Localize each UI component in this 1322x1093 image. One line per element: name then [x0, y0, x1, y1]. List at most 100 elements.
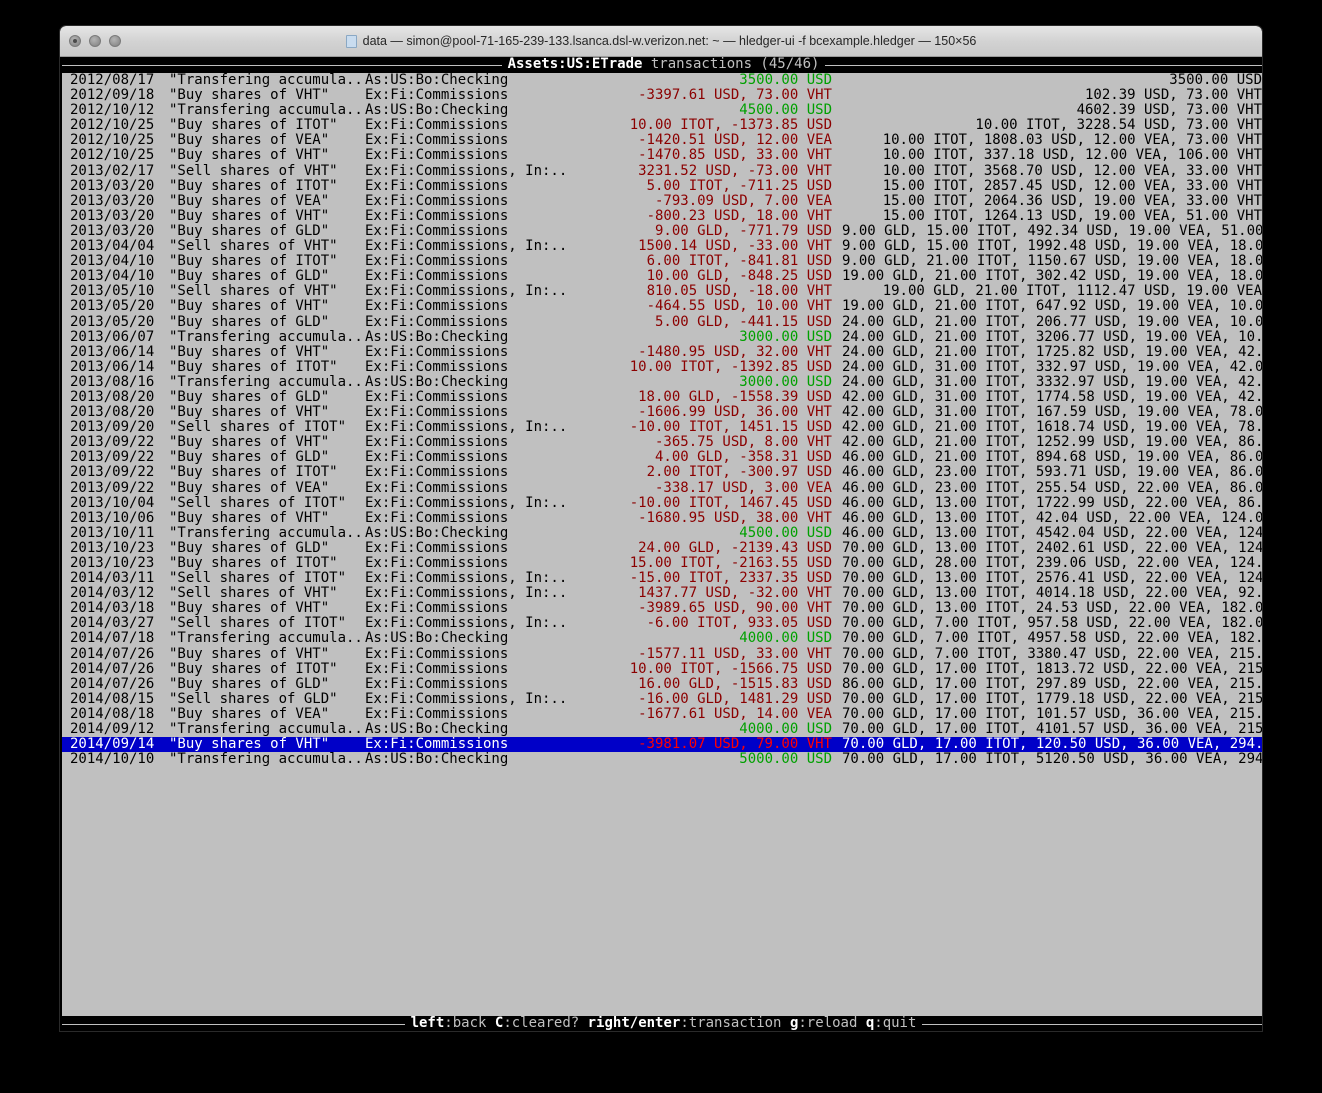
row-balance: 70.00 GLD, 13.00 ITOT, 24.53 USD, 22.00 … — [842, 600, 1262, 617]
table-row[interactable]: 2013/03/20 "Buy shares of VHT" Ex:Fi:Commi… — [62, 207, 1262, 224]
table-row[interactable]: 2013/06/14 "Buy shares of VHT" Ex:Fi:Commi… — [62, 343, 1262, 360]
table-row[interactable]: 2012/09/18 "Buy shares of VHT" Ex:Fi:Commi… — [62, 87, 1262, 104]
row-amount: 24.00 GLD, -2139.43 USD — [638, 539, 832, 556]
table-row[interactable]: 2013/08/20 "Buy shares of VHT" Ex:Fi:Commi… — [62, 404, 1262, 421]
row-description: "Buy shares of ITOT" — [169, 464, 338, 481]
row-description: "Buy shares of VHT" — [169, 207, 330, 224]
row-date: 2013/04/10 — [70, 253, 155, 270]
table-row[interactable]: 2013/09/22 "Buy shares of ITOT" Ex:Fi:Comm… — [62, 465, 1262, 480]
table-row[interactable]: 2014/03/18 "Buy shares of VHT" Ex:Fi:Commi… — [62, 601, 1262, 616]
row-amount: 1500.14 USD, -33.00 VHT — [638, 238, 832, 255]
table-row[interactable]: 2012/10/12 "Transfering accumula.. As:US:B… — [62, 103, 1262, 118]
row-balance: 3500.00 USD — [1169, 72, 1262, 88]
table-row[interactable]: 2013/03/20 "Buy shares of GLD" Ex:Fi:Commi… — [62, 222, 1262, 239]
table-row[interactable]: 2013/06/14 "Buy shares of ITOT" Ex:Fi:Comm… — [62, 359, 1262, 375]
table-row[interactable]: 2014/07/18 "Transfering accumula.. As:US:B… — [62, 631, 1262, 646]
status-key[interactable]: left — [410, 1016, 445, 1031]
row-date: 2013/03/20 — [70, 222, 155, 239]
row-description: "Buy shares of VHT" — [169, 343, 330, 360]
status-key[interactable]: right/enter — [587, 1016, 681, 1031]
row-amount: 10.00 ITOT, -1373.85 USD — [629, 117, 832, 134]
table-row[interactable]: 2013/10/06 "Buy shares of VHT" Ex:Fi:Commi… — [62, 510, 1262, 526]
table-row[interactable]: 2012/10/25 "Buy shares of VHT" Ex:Fi:Commi… — [62, 148, 1262, 163]
table-row[interactable]: 2013/03/20 "Buy shares of ITOT" Ex:Fi:Comm… — [62, 177, 1262, 194]
table-row[interactable]: 2013/09/22 "Buy shares of GLD" Ex:Fi:Commi… — [62, 450, 1262, 465]
row-balance: 70.00 GLD, 13.00 ITOT, 2402.61 USD, 22.0… — [842, 539, 1262, 556]
table-row[interactable]: 2013/04/04 "Sell shares of VHT" Ex:Fi:Comm… — [62, 238, 1262, 255]
status-action: :reload — [798, 1016, 858, 1031]
table-row[interactable]: 2014/03/27 "Sell shares of ITOT" Ex:Fi:Com… — [62, 616, 1262, 631]
status-key[interactable]: g — [789, 1016, 799, 1031]
row-account: Ex:Fi:Commissions — [365, 253, 509, 270]
table-row[interactable]: 2012/08/17 "Transfering accumula.. As:US:B… — [62, 72, 1262, 88]
status-action: :cleared? — [503, 1016, 580, 1031]
table-row[interactable]: 2013/03/20 "Buy shares of VEA" Ex:Fi:Commi… — [62, 193, 1262, 209]
row-amount: 3231.52 USD, -73.00 VHT — [638, 162, 832, 179]
table-row[interactable]: 2014/03/11 "Sell shares of ITOT" Ex:Fi:Com… — [62, 570, 1262, 586]
table-row[interactable]: 2012/10/25 "Buy shares of VEA" Ex:Fi:Commi… — [62, 133, 1262, 148]
table-row[interactable]: 2014/07/26 "Buy shares of GLD" Ex:Fi:Commi… — [62, 676, 1262, 692]
row-amount: 1437.77 USD, -32.00 VHT — [638, 585, 832, 602]
table-row[interactable]: 2013/04/10 "Buy shares of GLD" Ex:Fi:Commi… — [62, 269, 1262, 284]
row-date: 2014/08/18 — [70, 705, 155, 722]
row-balance: 42.00 GLD, 21.00 ITOT, 1252.99 USD, 19.0… — [842, 434, 1262, 451]
table-row[interactable]: 2014/08/15 "Sell shares of GLD" Ex:Fi:Comm… — [62, 691, 1262, 707]
transactions-list[interactable]: 2012/08/17 "Transfering accumula.. As:US:B… — [62, 72, 1262, 1017]
table-row[interactable]: 2013/09/22 "Buy shares of VEA" Ex:Fi:Commi… — [62, 480, 1262, 496]
row-date: 2013/09/22 — [70, 449, 155, 466]
row-amount: -1606.99 USD, 36.00 VHT — [638, 404, 832, 421]
row-description: "Sell shares of VHT" — [169, 585, 338, 602]
table-row[interactable]: 2013/02/17 "Sell shares of VHT" Ex:Fi:Comm… — [62, 162, 1262, 179]
row-account: Ex:Fi:Commissions — [365, 268, 509, 285]
row-date: 2013/04/04 — [70, 238, 155, 255]
table-row[interactable]: 2013/09/20 "Sell shares of ITOT" Ex:Fi:Com… — [62, 420, 1262, 435]
table-row[interactable]: 2013/06/07 "Transfering accumula.. As:US:B… — [62, 329, 1262, 345]
table-row[interactable]: 2013/05/20 "Buy shares of VHT" Ex:Fi:Commi… — [62, 299, 1262, 314]
status-key[interactable]: C — [494, 1016, 504, 1031]
row-date: 2012/10/25 — [70, 147, 155, 164]
table-row[interactable]: 2013/04/10 "Buy shares of ITOT" Ex:Fi:Comm… — [62, 254, 1262, 269]
table-row[interactable]: 2014/03/12 "Sell shares of VHT" Ex:Fi:Comm… — [62, 586, 1262, 601]
table-row[interactable]: 2013/05/20 "Buy shares of GLD" Ex:Fi:Commi… — [62, 313, 1262, 330]
row-date: 2012/10/25 — [70, 117, 155, 134]
row-date: 2013/08/16 — [70, 373, 155, 390]
row-date: 2013/05/20 — [70, 298, 155, 315]
row-account: Ex:Fi:Commissions — [365, 87, 509, 104]
row-account: Ex:Fi:Commissions — [365, 177, 509, 194]
status-key[interactable]: q — [865, 1016, 875, 1031]
table-row[interactable]: 2013/10/23 "Buy shares of GLD" Ex:Fi:Commi… — [62, 539, 1262, 556]
table-row[interactable]: 2013/05/10 "Sell shares of VHT" Ex:Fi:Comm… — [62, 284, 1262, 299]
table-row[interactable]: 2012/10/25 "Buy shares of ITOT" Ex:Fi:Comm… — [62, 118, 1262, 133]
table-row[interactable]: 2013/09/22 "Buy shares of VHT" Ex:Fi:Commi… — [62, 435, 1262, 450]
row-amount: -365.75 USD, 8.00 VHT — [654, 434, 832, 451]
row-balance: 24.00 GLD, 31.00 ITOT, 3332.97 USD, 19.0… — [842, 373, 1262, 390]
row-balance: 15.00 ITOT, 1264.13 USD, 19.00 VEA, 51.0… — [882, 207, 1262, 224]
table-row[interactable]: 2014/07/26 "Buy shares of ITOT" Ex:Fi:Comm… — [62, 661, 1262, 677]
table-row[interactable]: 2014/07/26 "Buy shares of VHT" Ex:Fi:Commi… — [62, 645, 1262, 662]
status-separator — [579, 1016, 587, 1031]
close-button[interactable] — [69, 35, 81, 47]
row-description: "Buy shares of VHT" — [169, 645, 330, 662]
table-row[interactable]: 2014/10/10 "Transfering accumula.. As:US:B… — [62, 752, 1262, 767]
zoom-button[interactable] — [109, 35, 121, 47]
table-row[interactable]: 2014/09/12 "Transfering accumula.. As:US:B… — [62, 721, 1262, 738]
row-amount: -1480.95 USD, 32.00 VHT — [638, 343, 832, 360]
row-balance: 102.39 USD, 73.00 VHT — [1084, 87, 1262, 104]
row-balance: 70.00 GLD, 17.00 ITOT, 4101.57 USD, 36.0… — [842, 721, 1262, 738]
row-date: 2013/08/20 — [70, 404, 155, 421]
row-date: 2013/05/20 — [70, 313, 155, 330]
row-description: "Buy shares of ITOT" — [169, 117, 338, 134]
table-row[interactable]: 2013/08/16 "Transfering accumula.. As:US:B… — [62, 373, 1262, 390]
table-row[interactable]: 2013/10/11 "Transfering accumula.. As:US:B… — [62, 525, 1262, 541]
table-row[interactable]: 2014/08/18 "Buy shares of VEA" Ex:Fi:Commi… — [62, 705, 1262, 722]
table-row[interactable]: 2013/08/20 "Buy shares of GLD" Ex:Fi:Commi… — [62, 389, 1262, 405]
minimize-button[interactable] — [89, 35, 101, 47]
row-balance: 70.00 GLD, 17.00 ITOT, 5120.50 USD, 36.0… — [842, 751, 1262, 768]
table-row[interactable]: 2013/10/04 "Sell shares of ITOT" Ex:Fi:Com… — [62, 495, 1262, 511]
table-row[interactable]: 2014/09/14 "Buy shares of VHT" Ex:Fi:Commi… — [62, 737, 1262, 753]
row-date: 2014/07/26 — [70, 645, 155, 662]
table-row[interactable]: 2013/10/23 "Buy shares of ITOT" Ex:Fi:Comm… — [62, 555, 1262, 571]
row-account: As:US:Bo:Checking — [365, 751, 509, 768]
row-description: "Buy shares of ITOT" — [169, 177, 338, 194]
row-balance: 24.00 GLD, 21.00 ITOT, 206.77 USD, 19.00… — [842, 313, 1262, 330]
